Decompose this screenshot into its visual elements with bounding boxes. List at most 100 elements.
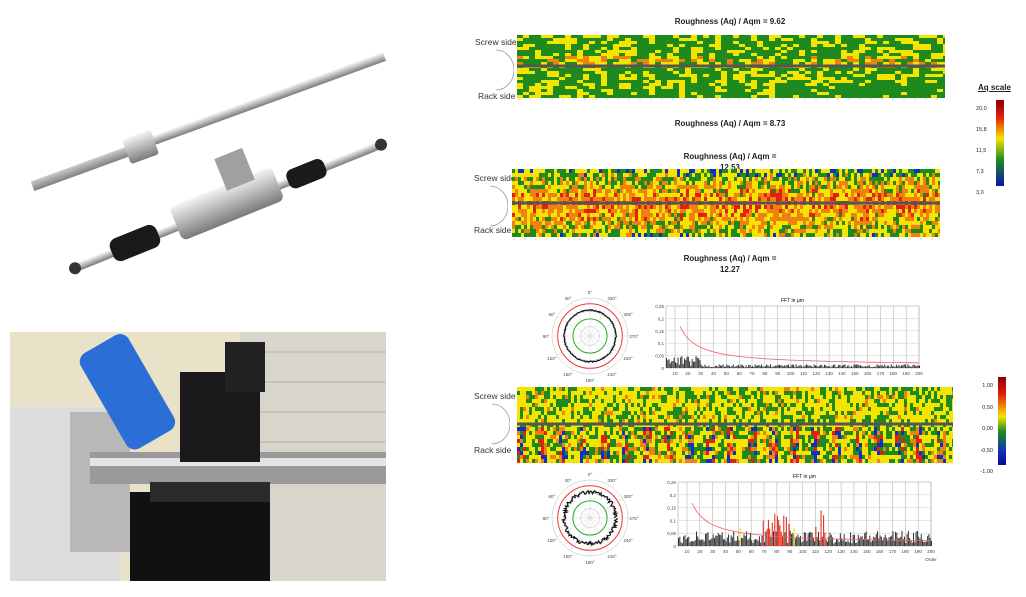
heatmap-cell [679,71,685,74]
heatmap-cell [649,74,655,77]
heatmap-cell [541,71,547,74]
heatmap-cell [709,50,715,53]
fft-bar [904,364,906,368]
heatmap-cell [767,193,770,197]
heatmap-cell [686,173,689,177]
heatmap-cell [722,189,725,193]
fft-bar [823,364,825,368]
heatmap-cell [932,229,935,233]
heatmap-cell [788,189,791,193]
heatmap-cell [592,443,595,447]
limit-curve [679,326,919,364]
heatmap-cell [818,169,821,173]
heatmap-cell [583,44,589,47]
heatmap-cell [649,50,655,53]
heatmap-cell [896,209,899,213]
heatmap-cell [889,38,895,41]
heatmap-cell [661,62,667,65]
heatmap-cell [623,169,626,173]
heatmap-cell [745,86,751,89]
heatmap-cell [853,77,859,80]
heatmap-cell [547,419,550,423]
heatmap-cell [586,451,589,455]
heatmap-cell [559,80,565,83]
heatmap-cell [943,71,945,74]
heatmap-cell [787,44,793,47]
heatmap-cell [635,213,638,217]
heatmap-cell [731,209,734,213]
heatmap-cell [554,221,557,225]
heatmap-cell [659,229,662,233]
heatmap-cell [565,89,571,92]
heatmap-cell [919,92,925,95]
heatmap-cell [887,197,890,201]
heatmap-cell [526,451,529,455]
heatmap-cell [716,209,719,213]
heatmap-cell [854,169,857,173]
heatmap-cell [553,86,559,89]
heatmap-cell [775,86,781,89]
heatmap-cell [701,213,704,217]
heatmap-cell [763,38,769,41]
heatmap-cell [535,451,538,455]
heatmap-cell [889,89,895,92]
heatmap-cell [614,185,617,189]
heatmap-cell [517,455,520,459]
heatmap-cell [779,233,782,237]
heatmap-cell [908,189,911,193]
heatmap-cell [523,35,529,38]
heatmap-cell [554,217,557,221]
heatmap-cell [871,41,877,44]
heatmap-cell [775,83,781,86]
heatmap-cell [673,44,679,47]
heatmap-cell [541,451,544,455]
heatmap-cell [764,169,767,173]
heatmap-cell [785,225,788,229]
heatmap-cell [733,44,739,47]
heatmap-cell [781,47,787,50]
heatmap-cell [517,59,523,62]
heatmap-cell [887,217,890,221]
heatmap-cell [559,95,565,98]
heatmap-cell [595,391,598,395]
heatmap-cell [554,189,557,193]
heatmap-cell [647,229,650,233]
fft-bar [889,367,891,368]
heatmap-cell [812,205,815,209]
heatmap-cell [881,181,884,185]
heatmap-cell [656,217,659,221]
heatmap-cell [610,395,613,399]
heatmap-cell [734,193,737,197]
fft-bar [852,367,854,368]
heatmap-cell [899,181,902,185]
heatmap-cell [775,56,781,59]
heatmap-cell [580,455,583,459]
heatmap-cell [629,181,632,185]
heatmap-cell [797,173,800,177]
heatmap-cell [869,193,872,197]
heatmap-cell [625,62,631,65]
heatmap-cell [533,173,536,177]
aq-tick: 20,0 [976,106,987,112]
heatmap-cell [604,427,607,431]
heatmap-cell [554,177,557,181]
heatmap-cell [593,225,596,229]
heatmap-cell [932,173,935,177]
heatmap-cell [517,71,523,74]
heatmap-cell [920,221,923,225]
heatmap-cell [689,209,692,213]
heatmap-cell [758,185,761,189]
heatmap-cell [539,177,542,181]
heatmap-cell [793,71,799,74]
heatmap-cell [793,59,799,62]
heatmap-cell [577,44,583,47]
heatmap-cell [583,74,589,77]
heatmap-cell [602,189,605,193]
heatmap-cell [805,92,811,95]
heatmap-cell [631,68,637,71]
heatmap-cell [535,74,541,77]
heatmap-cell [764,225,767,229]
heatmap-cell [722,229,725,233]
heatmap-cell [637,77,643,80]
heatmap-cell [685,41,691,44]
